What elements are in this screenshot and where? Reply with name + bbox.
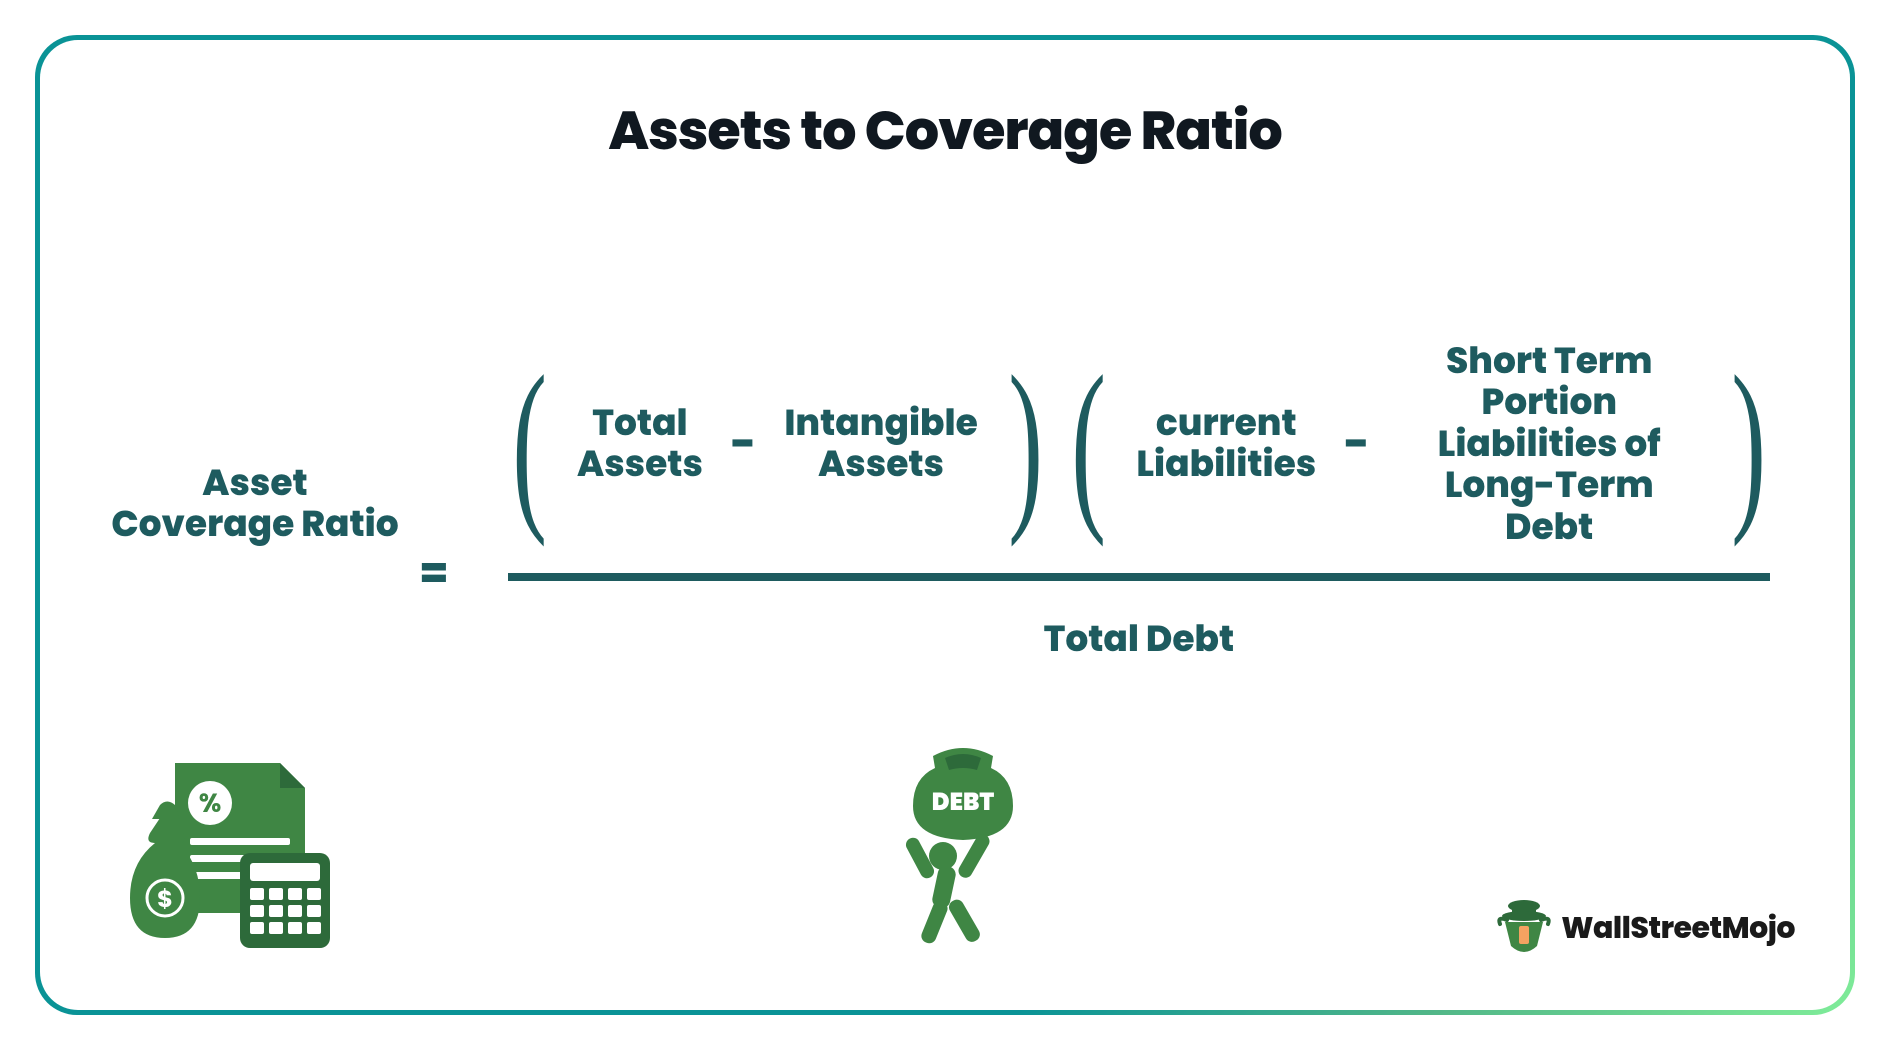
card: Assets to Coverage Ratio Asset Coverage … (40, 40, 1850, 1010)
minus-operator: - (719, 411, 768, 476)
open-paren-icon: ( (512, 377, 547, 510)
fraction-line (508, 573, 1770, 581)
debt-person-icon: DEBT (873, 748, 1053, 955)
close-paren-icon: ) (1008, 377, 1043, 510)
formula: Asset Coverage Ratio = ( TotalAssets - I… (110, 340, 1810, 666)
assets-icon: % $ (120, 753, 340, 960)
minus-operator: - (1332, 411, 1381, 476)
brand-logo: WallStreetMojo (1497, 896, 1795, 960)
numerator-group-2: ( currentLiabilities - Short Term Portio… (1057, 340, 1780, 547)
debt-bag-label: DEBT (931, 786, 994, 819)
formula-lhs: Asset Coverage Ratio (110, 462, 400, 545)
numerator-group-1: ( TotalAssets - IntangibleAssets ) (498, 377, 1057, 510)
page-title: Assets to Coverage Ratio (100, 90, 1790, 171)
term-short-term-debt: Short Term PortionLiabilities of Long-Te… (1392, 340, 1707, 547)
fraction: ( TotalAssets - IntangibleAssets ) ( cur… (468, 340, 1810, 666)
svg-text:%: % (199, 786, 222, 822)
gradient-border: Assets to Coverage Ratio Asset Coverage … (35, 35, 1855, 1015)
equals-sign: = (420, 541, 448, 604)
canvas: Assets to Coverage Ratio Asset Coverage … (0, 0, 1890, 1050)
wallstreetmojo-icon (1497, 896, 1551, 960)
svg-text:$: $ (157, 883, 173, 916)
denominator: Total Debt (1044, 581, 1235, 666)
numerator: ( TotalAssets - IntangibleAssets ) ( cur… (468, 340, 1810, 573)
brand-name: WallStreetMojo (1561, 905, 1795, 951)
term-current-liabilities: currentLiabilities (1130, 402, 1322, 485)
close-paren-icon: ) (1731, 377, 1766, 510)
term-total-assets: TotalAssets (571, 402, 709, 485)
term-intangible-assets: IntangibleAssets (778, 402, 983, 485)
open-paren-icon: ( (1071, 377, 1106, 510)
